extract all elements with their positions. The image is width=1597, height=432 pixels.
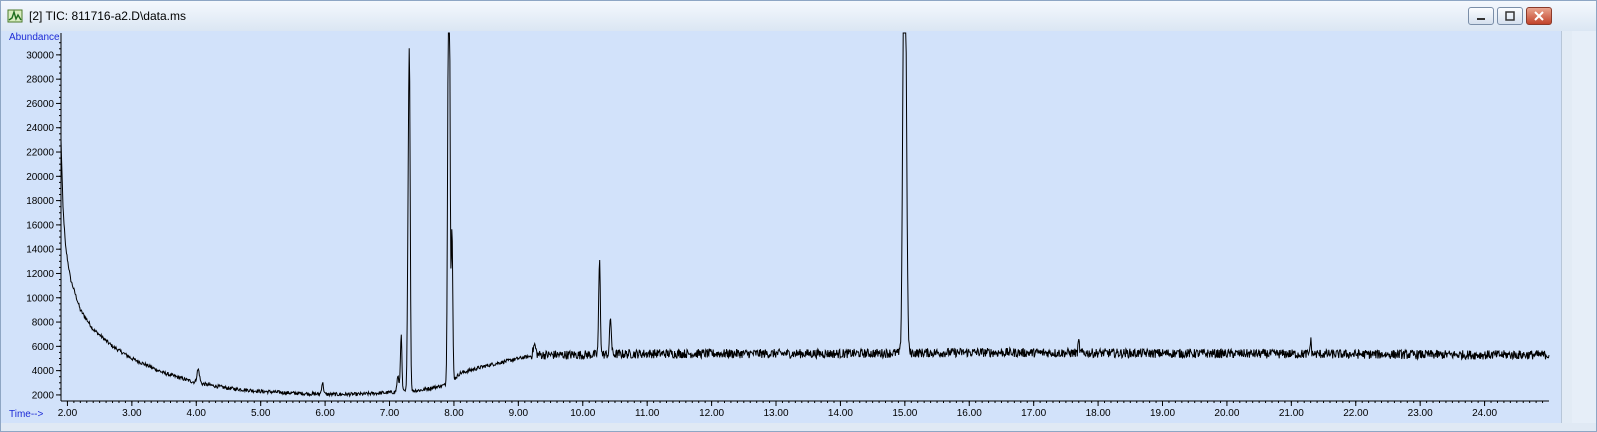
y-tick-label: 6000 — [32, 342, 55, 353]
x-tick-label: 3.00 — [122, 408, 142, 419]
x-axis-label: Time--> — [9, 409, 44, 420]
x-tick-label: 4.00 — [187, 408, 207, 419]
x-tick-label: 10.00 — [570, 408, 595, 419]
x-tick-label: 5.00 — [251, 408, 271, 419]
plot-background — [1, 31, 1561, 423]
y-tick-label: 26000 — [26, 99, 54, 110]
x-tick-label: 15.00 — [892, 408, 917, 419]
x-tick-label: 7.00 — [380, 408, 400, 419]
restore-button[interactable] — [1497, 7, 1523, 25]
y-tick-label: 8000 — [32, 318, 55, 329]
x-tick-label: 23.00 — [1408, 408, 1433, 419]
x-tick-label: 20.00 — [1214, 408, 1239, 419]
y-tick-label: 24000 — [26, 123, 54, 134]
window-title: [2] TIC: 811716-a2.D\data.ms — [29, 9, 186, 23]
y-tick-label: 22000 — [26, 148, 54, 159]
x-tick-label: 8.00 — [444, 408, 464, 419]
y-tick-label: 4000 — [32, 366, 55, 377]
window-right-edge — [1561, 31, 1572, 423]
window-bottom-edge — [1, 423, 1596, 431]
y-tick-label: 20000 — [26, 172, 54, 183]
y-tick-label: 18000 — [26, 196, 54, 207]
x-tick-label: 17.00 — [1021, 408, 1046, 419]
tic-trace-line — [60, 32, 1550, 398]
minimize-icon — [1477, 18, 1485, 20]
x-tick-label: 14.00 — [828, 408, 853, 419]
x-tick-label: 13.00 — [763, 408, 788, 419]
y-tick-label: 16000 — [26, 220, 54, 231]
x-tick-label: 11.00 — [635, 408, 660, 419]
title-bar[interactable]: [2] TIC: 811716-a2.D\data.ms — [1, 1, 1596, 31]
x-tick-label: 22.00 — [1343, 408, 1368, 419]
close-icon — [1534, 11, 1544, 21]
y-axis-label: Abundance — [9, 32, 60, 43]
y-tick-label: 30000 — [26, 50, 54, 61]
y-tick-label: 14000 — [26, 245, 54, 256]
y-axis-ticks: 2000 4000 6000 8000 10000 12000 14000 16000 1800… — [26, 42, 61, 401]
y-tick-label: 12000 — [26, 269, 54, 280]
x-tick-label: 19.00 — [1150, 408, 1175, 419]
x-tick-label: 12.00 — [699, 408, 724, 419]
y-tick-label: 2000 — [32, 390, 55, 401]
chromatogram-app-icon — [7, 9, 23, 23]
plot-axes — [60, 33, 1549, 402]
x-tick-label: 24.00 — [1472, 408, 1497, 419]
y-tick-label: 10000 — [26, 293, 54, 304]
x-tick-label: 21.00 — [1279, 408, 1304, 419]
y-tick-label: 28000 — [26, 75, 54, 86]
x-tick-label: 6.00 — [315, 408, 335, 419]
x-tick-label: 18.00 — [1086, 408, 1111, 419]
x-tick-label: 2.00 — [58, 408, 78, 419]
close-button[interactable] — [1526, 7, 1552, 25]
x-axis-ticks: 2.00 3.00 4.00 5.00 6.00 7.00 8.00 9.00 10.00 11.… — [58, 401, 1544, 419]
x-tick-label: 9.00 — [509, 408, 529, 419]
x-tick-label: 16.00 — [957, 408, 982, 419]
chromatogram-plot: Abundance Time--> 2000 4000 6000 8000 10000 1… — [1, 31, 1561, 423]
restore-icon — [1505, 11, 1515, 21]
minimize-button[interactable] — [1468, 7, 1494, 25]
